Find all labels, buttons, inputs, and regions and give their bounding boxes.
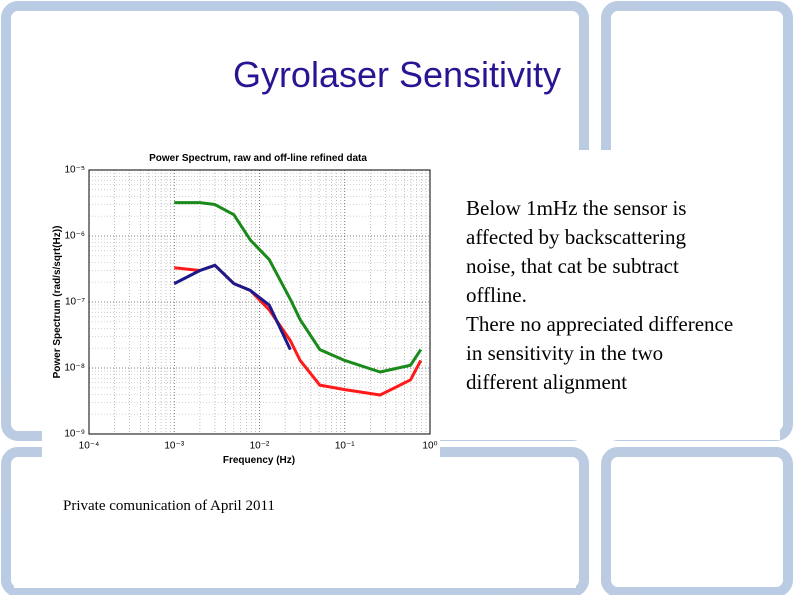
series-line	[173, 263, 292, 351]
x-tick-label: 10⁻¹	[335, 441, 355, 452]
panel	[14, 460, 576, 588]
body-line: There no appreciated difference	[466, 312, 733, 336]
x-tick-label: 10⁻²	[250, 441, 270, 452]
y-tick-label: 10⁻⁸	[64, 363, 85, 374]
footnote: Private comunication of April 2011	[63, 498, 275, 514]
body-line: affected by backscattering	[466, 225, 686, 249]
y-tick-label: 10⁻⁶	[64, 231, 85, 242]
y-tick-label: 10⁻⁷	[65, 297, 85, 308]
text-bg	[440, 150, 780, 440]
chart-title: Power Spectrum, raw and off-line refined…	[149, 153, 367, 164]
x-axis-label: Frequency (Hz)	[223, 455, 295, 466]
y-tick-label: 10⁻⁵	[64, 165, 85, 176]
body-line: noise, that cat be subtract	[466, 254, 679, 278]
body-line: different alignment	[466, 370, 627, 394]
body-line: offline.	[466, 283, 527, 307]
slide-title: Gyrolaser Sensitivity	[233, 54, 561, 95]
axes-box	[88, 169, 431, 435]
x-tick-label: 10⁻⁴	[79, 441, 100, 452]
x-tick-label: 10⁻³	[164, 441, 184, 452]
body-line: Below 1mHz the sensor is	[466, 196, 686, 220]
plot: 10⁻⁴ 10⁻³ 10⁻² 10⁻¹ 10⁰ 10⁻⁹ 10⁻⁸ 10⁻⁷ 10⁻⁶ 10⁻⁵	[64, 165, 437, 452]
y-tick-label: 10⁻⁹	[64, 429, 85, 440]
body-text: Below 1mHz the sensor is affected by back…	[466, 196, 733, 394]
x-tick-label: 10⁰	[422, 441, 437, 452]
body-line: in sensitivity in the two	[466, 341, 663, 365]
y-axis-label: Power Spectrum (rad/s/sqrt(Hz))	[52, 226, 63, 379]
chart-bg	[42, 150, 440, 468]
series-line	[174, 201, 423, 374]
